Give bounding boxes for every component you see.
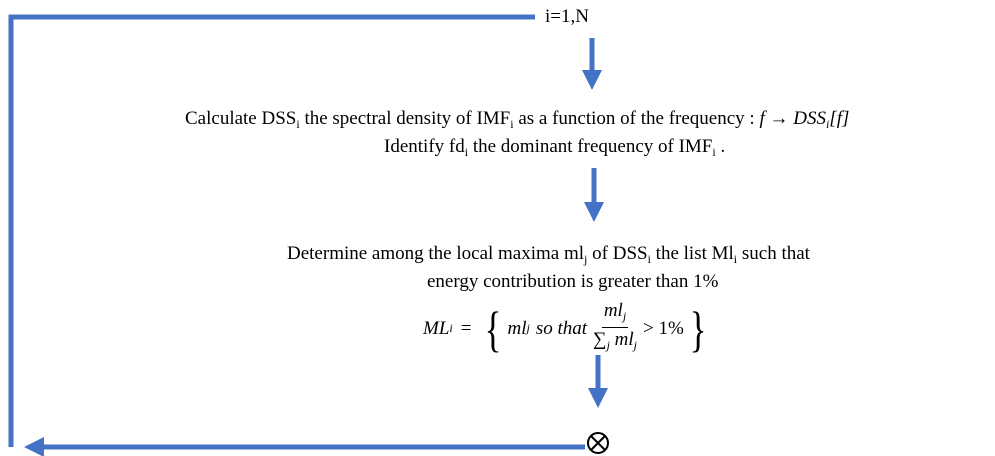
text-part: the dominant frequency of IMF [468,136,713,157]
text-part: the list Ml [650,243,734,264]
text-part: j [584,252,588,266]
text-part: > 1% [643,317,684,339]
text-part: i [733,252,738,266]
step-text: Identify fdi the dominant frequency of I… [384,136,725,160]
text-part: ml [507,317,527,339]
text-part: [f] [829,108,850,129]
text-part: i [712,145,716,159]
formula: ML i = { ml j so that mlj ∑j mlj > 1% } [423,300,712,357]
text-part: i [825,117,830,131]
loop-line [8,14,535,447]
text-part: i [449,321,453,335]
text-part: as a function of the frequency : [513,108,760,129]
text-part: ml [603,300,623,321]
text-part: { [485,300,502,357]
step-text: energy contribution is greater than 1% [427,271,718,293]
text-part: such that [737,243,810,264]
text-part: j [526,321,530,335]
text-part: j [633,338,637,352]
text-part: so that [535,317,588,339]
text-part: i [647,252,651,266]
text-part: ML [423,317,450,339]
text-part: ml [614,329,634,350]
text-part: i [464,145,469,159]
text-part: energy contribution is greater than 1% [427,271,719,292]
text-part: . [715,136,726,157]
junction [587,432,609,454]
text-part: the spectral density of IMF [299,108,511,129]
text-part: Identify fd [384,136,465,157]
text-part: Calculate DSS [185,108,297,129]
text-part: of DSS [587,243,648,264]
text-part: ∑ [593,329,607,350]
text-part: Determine among the local maxima ml [287,243,585,264]
text-part: i [510,117,514,131]
step-text: Calculate DSSi the spectral density of I… [185,108,849,132]
text-part: i [296,117,300,131]
step-text: Determine among the local maxima mlj of … [287,243,810,267]
text-part: j [622,309,627,323]
text-part: j [606,338,610,352]
loop-label: i=1,N [545,6,589,27]
text-part: = [460,317,472,339]
text-part: f → DSS [759,108,826,129]
text-part: } [689,300,707,357]
